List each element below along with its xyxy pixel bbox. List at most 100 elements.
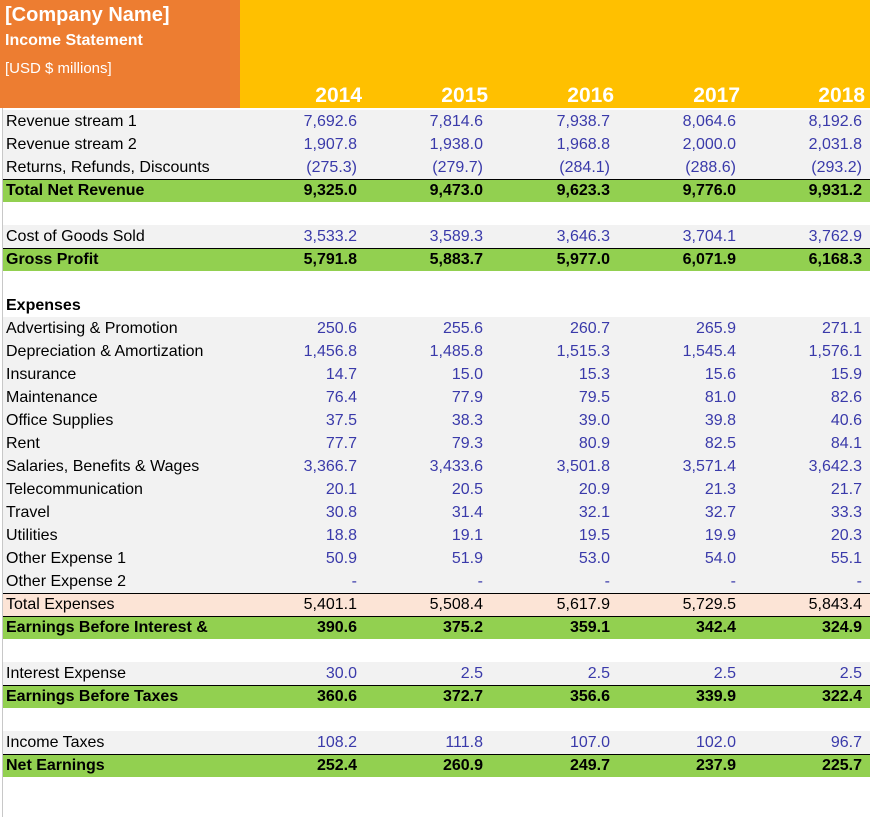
cell-2016[interactable]: 19.5 bbox=[578, 527, 610, 544]
cell-2016[interactable]: (284.1) bbox=[559, 159, 610, 176]
row-label[interactable]: Insurance bbox=[6, 366, 77, 383]
cell-2016[interactable]: - bbox=[604, 573, 610, 590]
cell-2018[interactable]: 3,762.9 bbox=[808, 228, 862, 245]
cell-2017[interactable]: 1,545.4 bbox=[682, 343, 736, 360]
cell-2017[interactable]: 3,571.4 bbox=[682, 458, 736, 475]
cell-2016[interactable]: 107.0 bbox=[569, 734, 610, 751]
row-label[interactable]: Earnings Before Interest & bbox=[6, 619, 208, 636]
cell-2018[interactable]: (293.2) bbox=[811, 159, 862, 176]
cell-2015[interactable]: 111.8 bbox=[445, 734, 483, 751]
cell-2016[interactable]: 9,623.3 bbox=[556, 182, 610, 199]
cell-2018[interactable]: 5,843.4 bbox=[808, 596, 862, 613]
cell-2016[interactable]: 2.5 bbox=[587, 665, 610, 682]
cell-2015[interactable]: 1,485.8 bbox=[429, 343, 483, 360]
cell-2014[interactable]: 14.7 bbox=[325, 366, 357, 383]
cell-2017[interactable]: 237.9 bbox=[695, 757, 736, 774]
cell-2015[interactable]: 375.2 bbox=[442, 619, 483, 636]
cell-2015[interactable]: 51.9 bbox=[451, 550, 483, 567]
cell-2014[interactable]: 1,907.8 bbox=[303, 136, 357, 153]
cell-2016[interactable]: 80.9 bbox=[578, 435, 610, 452]
cell-2015[interactable]: 15.0 bbox=[451, 366, 483, 383]
cell-2017[interactable]: 15.6 bbox=[704, 366, 736, 383]
cell-2016[interactable]: 3,501.8 bbox=[556, 458, 610, 475]
cell-2017[interactable]: 21.3 bbox=[704, 481, 736, 498]
cell-2017[interactable]: 102.0 bbox=[695, 734, 736, 751]
row-label[interactable]: Expenses bbox=[6, 297, 81, 314]
row-label[interactable]: Other Expense 1 bbox=[6, 550, 127, 567]
cell-2018[interactable]: 20.3 bbox=[830, 527, 862, 544]
cell-2015[interactable]: 2.5 bbox=[460, 665, 483, 682]
cell-2017[interactable]: 342.4 bbox=[695, 619, 736, 636]
cell-2015[interactable]: 5,508.4 bbox=[429, 596, 483, 613]
row-label[interactable]: Travel bbox=[6, 504, 50, 521]
cell-2014[interactable]: 108.2 bbox=[316, 734, 357, 751]
cell-2014[interactable]: 5,791.8 bbox=[303, 251, 357, 268]
cell-2014[interactable]: 77.7 bbox=[325, 435, 357, 452]
cell-2014[interactable]: 18.8 bbox=[325, 527, 357, 544]
company-name[interactable]: [Company Name] bbox=[5, 4, 170, 26]
cell-2014[interactable]: 76.4 bbox=[325, 389, 357, 406]
cell-2017[interactable]: 9,776.0 bbox=[682, 182, 736, 199]
cell-2014[interactable]: 252.4 bbox=[316, 757, 357, 774]
cell-2017[interactable]: 2,000.0 bbox=[682, 136, 736, 153]
cell-2018[interactable]: 84.1 bbox=[830, 435, 862, 452]
cell-2016[interactable]: 359.1 bbox=[569, 619, 610, 636]
cell-2017[interactable]: 54.0 bbox=[704, 550, 736, 567]
row-label[interactable]: Depreciation & Amortization bbox=[6, 343, 204, 360]
cell-2018[interactable]: 2,031.8 bbox=[808, 136, 862, 153]
cell-2014[interactable]: 250.6 bbox=[316, 320, 357, 337]
row-label[interactable]: Rent bbox=[6, 435, 40, 452]
cell-2017[interactable]: 19.9 bbox=[704, 527, 736, 544]
cell-2014[interactable]: (275.3) bbox=[306, 159, 357, 176]
cell-2015[interactable]: 77.9 bbox=[451, 389, 483, 406]
cell-2015[interactable]: 20.5 bbox=[451, 481, 483, 498]
row-label[interactable]: Total Expenses bbox=[6, 596, 115, 613]
cell-2016[interactable]: 7,938.7 bbox=[556, 113, 610, 130]
cell-2016[interactable]: 260.7 bbox=[569, 320, 610, 337]
cell-2017[interactable]: 6,071.9 bbox=[682, 251, 736, 268]
cell-2017[interactable]: 339.9 bbox=[695, 688, 736, 705]
cell-2018[interactable]: 40.6 bbox=[830, 412, 862, 429]
row-label[interactable]: Telecommunication bbox=[6, 481, 143, 498]
cell-2018[interactable]: 8,192.6 bbox=[808, 113, 862, 130]
cell-2017[interactable]: 2.5 bbox=[713, 665, 736, 682]
cell-2017[interactable]: 82.5 bbox=[704, 435, 736, 452]
cell-2016[interactable]: 79.5 bbox=[578, 389, 610, 406]
cell-2017[interactable]: 3,704.1 bbox=[682, 228, 736, 245]
cell-2014[interactable]: 390.6 bbox=[316, 619, 357, 636]
cell-2016[interactable]: 15.3 bbox=[578, 366, 610, 383]
cell-2018[interactable]: 322.4 bbox=[821, 688, 862, 705]
cell-2017[interactable]: 39.8 bbox=[704, 412, 736, 429]
cell-2014[interactable]: 30.0 bbox=[325, 665, 357, 682]
cell-2018[interactable]: 225.7 bbox=[821, 757, 862, 774]
row-label[interactable]: Net Earnings bbox=[6, 757, 105, 774]
cell-2018[interactable]: 271.1 bbox=[821, 320, 862, 337]
cell-2018[interactable]: 2.5 bbox=[839, 665, 862, 682]
cell-2015[interactable]: (279.7) bbox=[432, 159, 483, 176]
cell-2018[interactable]: 324.9 bbox=[821, 619, 862, 636]
cell-2016[interactable]: 249.7 bbox=[569, 757, 610, 774]
cell-2017[interactable]: 81.0 bbox=[704, 389, 736, 406]
cell-2017[interactable]: 8,064.6 bbox=[682, 113, 736, 130]
row-label[interactable]: Earnings Before Taxes bbox=[6, 688, 179, 705]
cell-2016[interactable]: 1,968.8 bbox=[556, 136, 610, 153]
row-label[interactable]: Office Supplies bbox=[6, 412, 114, 429]
cell-2015[interactable]: 1,938.0 bbox=[429, 136, 483, 153]
cell-2014[interactable]: - bbox=[351, 573, 357, 590]
cell-2018[interactable]: 9,931.2 bbox=[808, 182, 862, 199]
cell-2016[interactable]: 39.0 bbox=[578, 412, 610, 429]
cell-2015[interactable]: 5,883.7 bbox=[429, 251, 483, 268]
cell-2018[interactable]: 33.3 bbox=[830, 504, 862, 521]
cell-2014[interactable]: 7,692.6 bbox=[303, 113, 357, 130]
row-label[interactable]: Salaries, Benefits & Wages bbox=[6, 458, 200, 475]
cell-2018[interactable]: 6,168.3 bbox=[808, 251, 862, 268]
row-label[interactable]: Cost of Goods Sold bbox=[6, 228, 145, 245]
row-label[interactable]: Returns, Refunds, Discounts bbox=[6, 159, 210, 176]
row-label[interactable]: Gross Profit bbox=[6, 251, 99, 268]
cell-2016[interactable]: 3,646.3 bbox=[556, 228, 610, 245]
cell-2018[interactable]: 82.6 bbox=[830, 389, 862, 406]
row-label[interactable]: Utilities bbox=[6, 527, 58, 544]
cell-2015[interactable]: 372.7 bbox=[442, 688, 483, 705]
row-label[interactable]: Maintenance bbox=[6, 389, 98, 406]
cell-2016[interactable]: 20.9 bbox=[578, 481, 610, 498]
